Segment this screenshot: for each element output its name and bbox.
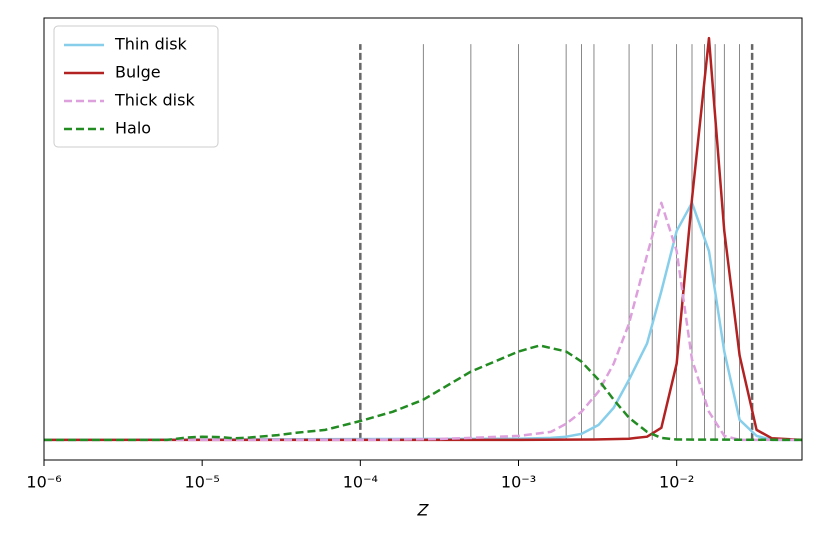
x-tick-label: 10⁻⁴: [343, 473, 378, 492]
series-line: [44, 201, 802, 442]
legend-label: Halo: [115, 119, 151, 138]
legend-label: Thick disk: [114, 91, 195, 110]
legend-label: Thin disk: [114, 35, 188, 54]
series-line: [44, 36, 802, 442]
x-axis-label: Z: [417, 501, 430, 520]
x-tick-label: 10⁻⁶: [26, 473, 61, 492]
x-tick-label: 10⁻²: [659, 473, 694, 492]
x-tick-label: 10⁻³: [501, 473, 536, 492]
legend-label: Bulge: [115, 63, 161, 82]
plot-frame: [43, 17, 803, 461]
legend-box: [53, 25, 219, 148]
plot-area: [44, 36, 802, 442]
series-line: [44, 201, 802, 442]
series-line: [44, 344, 802, 442]
x-tick-label: 10⁻⁵: [185, 473, 220, 492]
